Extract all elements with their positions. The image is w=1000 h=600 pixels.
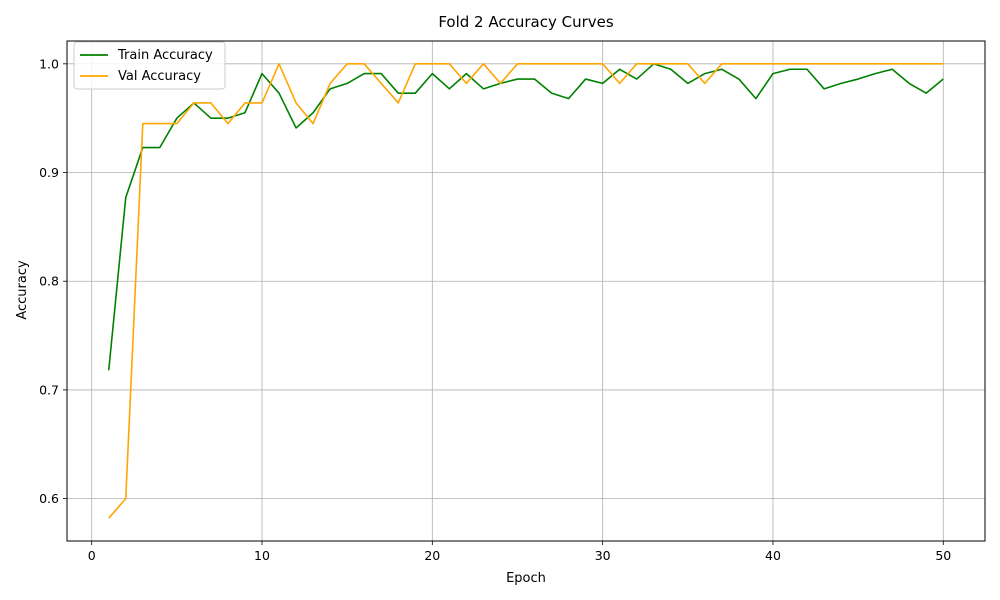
x-tick-label: 0 [88,548,96,563]
series-line-train [107,63,944,371]
chart-title: Fold 2 Accuracy Curves [438,13,614,31]
plot-frame [66,40,986,542]
x-tick-label: 30 [595,548,611,563]
y-axis-label: Accuracy [15,260,30,320]
x-tick-label: 10 [254,548,270,563]
y-tick-label: 1.0 [39,56,59,71]
series-lines [107,63,944,519]
legend-label-val: Val Accuracy [118,69,201,84]
x-axis-label: Epoch [506,571,546,586]
y-tick-label: 0.8 [39,274,59,289]
grid-lines [67,41,985,541]
legend-box [73,41,226,90]
legend: Train Accuracy Val Accuracy [73,41,226,90]
y-tick-label: 0.9 [39,165,59,180]
x-tick-label: 50 [935,548,951,563]
legend-label-train: Train Accuracy [117,48,213,63]
series-line-val [108,63,944,519]
y-axis-ticks: 0.6 0.7 0.8 0.9 1.0 [39,56,67,506]
x-axis-ticks: 0 10 20 30 40 50 [88,541,951,563]
y-tick-label: 0.6 [39,491,59,506]
x-tick-label: 40 [765,548,781,563]
y-tick-label: 0.7 [39,382,59,397]
x-tick-label: 20 [424,548,440,563]
